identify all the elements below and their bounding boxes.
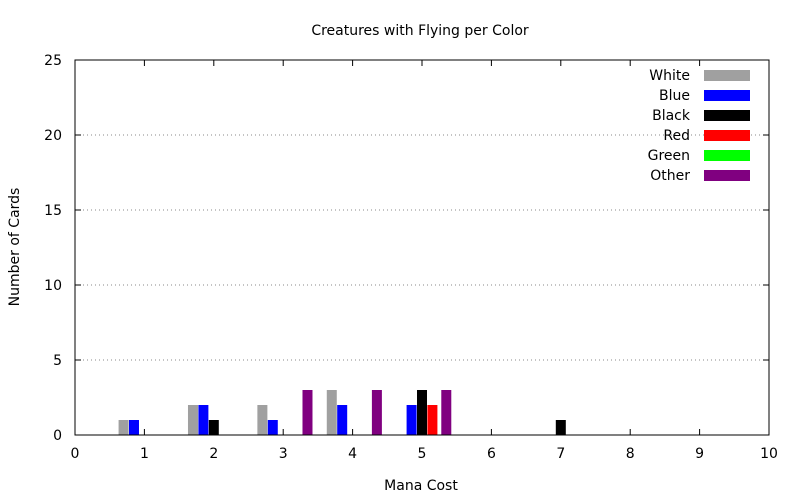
y-axis-label: Number of Cards [7, 188, 23, 307]
legend-swatch-other [704, 170, 750, 181]
x-tick-label: 6 [487, 446, 496, 462]
bar-blue [406, 405, 417, 435]
bar-black [555, 420, 566, 435]
bar-black [208, 420, 219, 435]
y-tick-label: 0 [53, 428, 62, 444]
x-tick-label: 8 [626, 446, 635, 462]
x-tick-label: 0 [71, 446, 80, 462]
x-tick-label: 2 [209, 446, 218, 462]
bar-other [441, 390, 452, 435]
x-tick-label: 1 [140, 446, 149, 462]
x-tick-label: 9 [695, 446, 704, 462]
bar-blue [267, 420, 278, 435]
legend-label-green: Green [648, 148, 690, 164]
legend-label-white: White [649, 68, 690, 84]
bar-white [118, 420, 129, 435]
legend-swatch-white [704, 70, 750, 81]
bar-white [326, 390, 337, 435]
x-tick-label: 10 [760, 446, 778, 462]
legend-swatch-blue [704, 90, 750, 101]
bar-blue [198, 405, 209, 435]
bar-white [257, 405, 268, 435]
legend-swatch-red [704, 130, 750, 141]
y-tick-label: 5 [53, 353, 62, 369]
y-tick-label: 10 [44, 278, 62, 294]
x-tick-label: 7 [556, 446, 565, 462]
axes-layer: 0 1 2 3 4 5 6 7 8 9 10 0 5 10 15 20 25 [44, 53, 778, 462]
legend: White Blue Black Red Green Other [648, 68, 750, 184]
legend-label-black: Black [652, 108, 691, 124]
bar-other [302, 390, 313, 435]
legend-label-red: Red [663, 128, 690, 144]
bar-black [417, 390, 427, 435]
y-tick-label: 20 [44, 128, 62, 144]
x-tick-label: 5 [418, 446, 427, 462]
legend-swatch-black [704, 110, 750, 121]
y-tick-label: 25 [44, 53, 62, 69]
legend-swatch-green [704, 150, 750, 161]
bar-blue [337, 405, 348, 435]
y-tick-label: 15 [44, 203, 62, 219]
legend-label-blue: Blue [659, 88, 690, 104]
bars-layer [118, 390, 566, 435]
x-tick-label: 4 [348, 446, 357, 462]
bar-white [187, 405, 198, 435]
chart-title: Creatures with Flying per Color [311, 23, 529, 39]
bar-blue [128, 420, 139, 435]
bar-other [371, 390, 382, 435]
legend-label-other: Other [650, 168, 690, 184]
bar-red [427, 405, 438, 435]
x-tick-label: 3 [279, 446, 288, 462]
x-axis-label: Mana Cost [384, 478, 458, 494]
